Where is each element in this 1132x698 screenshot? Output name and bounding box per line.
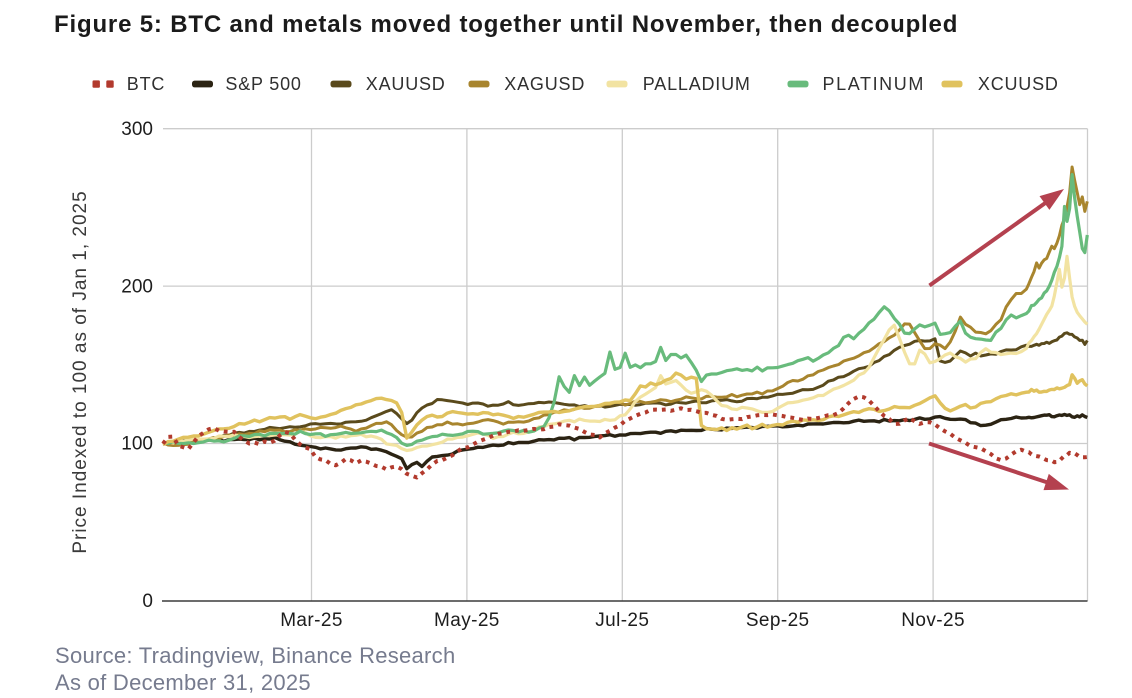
svg-text:300: 300 — [121, 119, 153, 140]
svg-text:PLATINUM: PLATINUM — [823, 74, 925, 94]
svg-text:Price Indexed to 100 as of Jan: Price Indexed to 100 as of Jan 1, 2025 — [70, 190, 91, 553]
svg-text:S&P 500: S&P 500 — [225, 74, 301, 94]
svg-text:XAUUSD: XAUUSD — [366, 74, 446, 94]
svg-text:Jul-25: Jul-25 — [595, 610, 649, 631]
svg-text:200: 200 — [121, 276, 153, 297]
svg-text:BTC: BTC — [127, 74, 165, 94]
svg-text:0: 0 — [142, 591, 153, 612]
svg-text:XCUUSD: XCUUSD — [978, 74, 1059, 94]
svg-text:100: 100 — [121, 434, 153, 455]
svg-text:Nov-25: Nov-25 — [901, 610, 965, 631]
svg-text:PALLADIUM: PALLADIUM — [643, 74, 751, 94]
svg-text:Mar-25: Mar-25 — [280, 610, 343, 631]
svg-text:Sep-25: Sep-25 — [746, 610, 810, 631]
svg-text:XAGUSD: XAGUSD — [504, 74, 585, 94]
svg-text:May-25: May-25 — [434, 610, 500, 631]
